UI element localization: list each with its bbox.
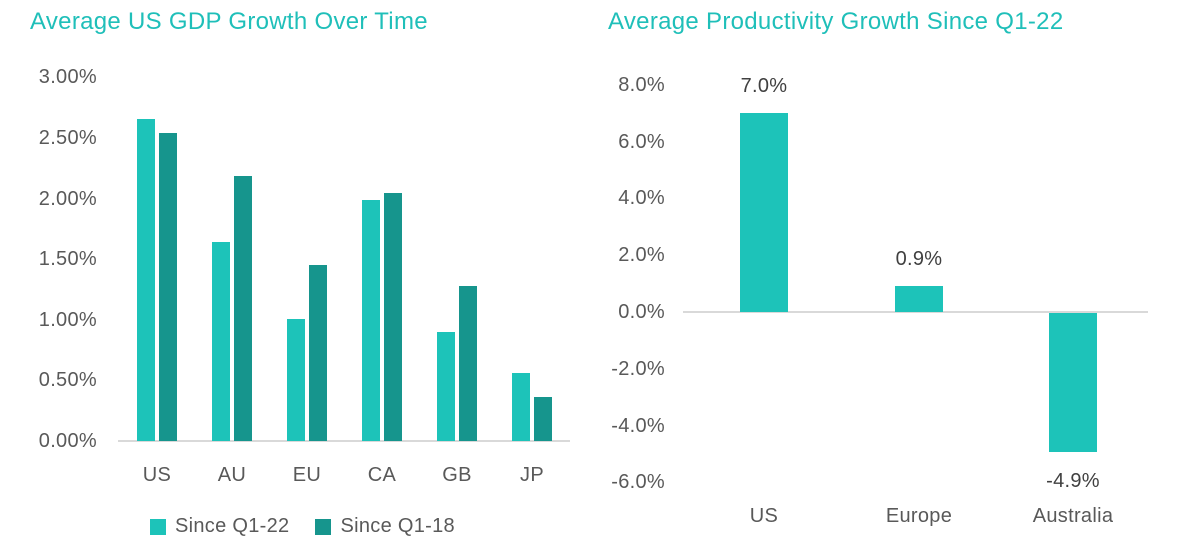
y-axis-tick-label: 3.00%	[38, 66, 97, 88]
x-axis-category-label: AU	[217, 464, 247, 486]
y-axis-tick-label: 2.50%	[38, 127, 97, 149]
y-axis-tick-label: 6.0%	[618, 131, 665, 153]
gdp-chart-legend: Since Q1-22 Since Q1-18	[150, 515, 455, 538]
bar-value-label: -4.9%	[1046, 470, 1100, 492]
y-axis-tick-label: 8.0%	[618, 74, 665, 96]
bar-au-since-q1-22	[212, 242, 230, 441]
y-axis-tick-label: 0.00%	[38, 430, 97, 452]
x-axis-line	[118, 440, 570, 442]
bar-us-since-q1-22	[137, 119, 155, 441]
x-axis-category-label: Australia	[1032, 505, 1114, 527]
legend-label: Since Q1-22	[175, 515, 290, 537]
bar-ca-since-q1-22	[362, 200, 380, 441]
bar-gb-since-q1-18	[459, 286, 477, 441]
y-axis-tick-label: 2.00%	[38, 188, 97, 210]
legend-swatch-since-q1-22	[150, 518, 166, 535]
bar-value-label: 7.0%	[740, 75, 788, 97]
bar-eu-since-q1-22	[287, 319, 305, 441]
x-axis-category-label: CA	[367, 464, 397, 486]
y-axis-tick-label: 0.50%	[38, 369, 97, 391]
y-axis-tick-label: 0.0%	[618, 301, 665, 323]
productivity-chart-title: Average Productivity Growth Since Q1-22	[608, 8, 1064, 35]
y-axis-tick-label: 1.00%	[38, 309, 97, 331]
x-axis-category-label: US	[142, 464, 172, 486]
legend-item: Since Q1-22	[150, 515, 289, 538]
bar-value-label: 0.9%	[895, 248, 943, 270]
bar-eu-since-q1-18	[309, 265, 327, 441]
bar-au-since-q1-18	[234, 176, 252, 441]
bar-jp-since-q1-22	[512, 373, 530, 441]
x-axis-category-label: GB	[442, 464, 472, 486]
x-axis-category-label: Europe	[885, 505, 953, 527]
bar-jp-since-q1-18	[534, 397, 552, 441]
bar-ca-since-q1-18	[384, 193, 402, 441]
y-axis-tick-label: -4.0%	[611, 415, 665, 437]
legend-label: Since Q1-18	[340, 515, 455, 537]
legend-item: Since Q1-18	[315, 515, 455, 538]
gdp-chart-title: Average US GDP Growth Over Time	[30, 8, 428, 35]
x-axis-category-label: JP	[520, 464, 544, 486]
x-axis-line	[683, 311, 1148, 313]
bar-us	[740, 113, 788, 312]
y-axis-tick-label: -2.0%	[611, 358, 665, 380]
y-axis-tick-label: -6.0%	[611, 471, 665, 493]
y-axis-tick-label: 4.0%	[618, 187, 665, 209]
y-axis-tick-label: 2.0%	[618, 244, 665, 266]
bar-europe	[895, 286, 943, 312]
bar-gb-since-q1-22	[437, 332, 455, 441]
y-axis-tick-label: 1.50%	[38, 248, 97, 270]
x-axis-category-label: EU	[292, 464, 322, 486]
x-axis-category-label: US	[749, 505, 779, 527]
bar-us-since-q1-18	[159, 133, 177, 441]
bar-australia	[1049, 313, 1097, 452]
legend-swatch-since-q1-18	[315, 518, 332, 535]
